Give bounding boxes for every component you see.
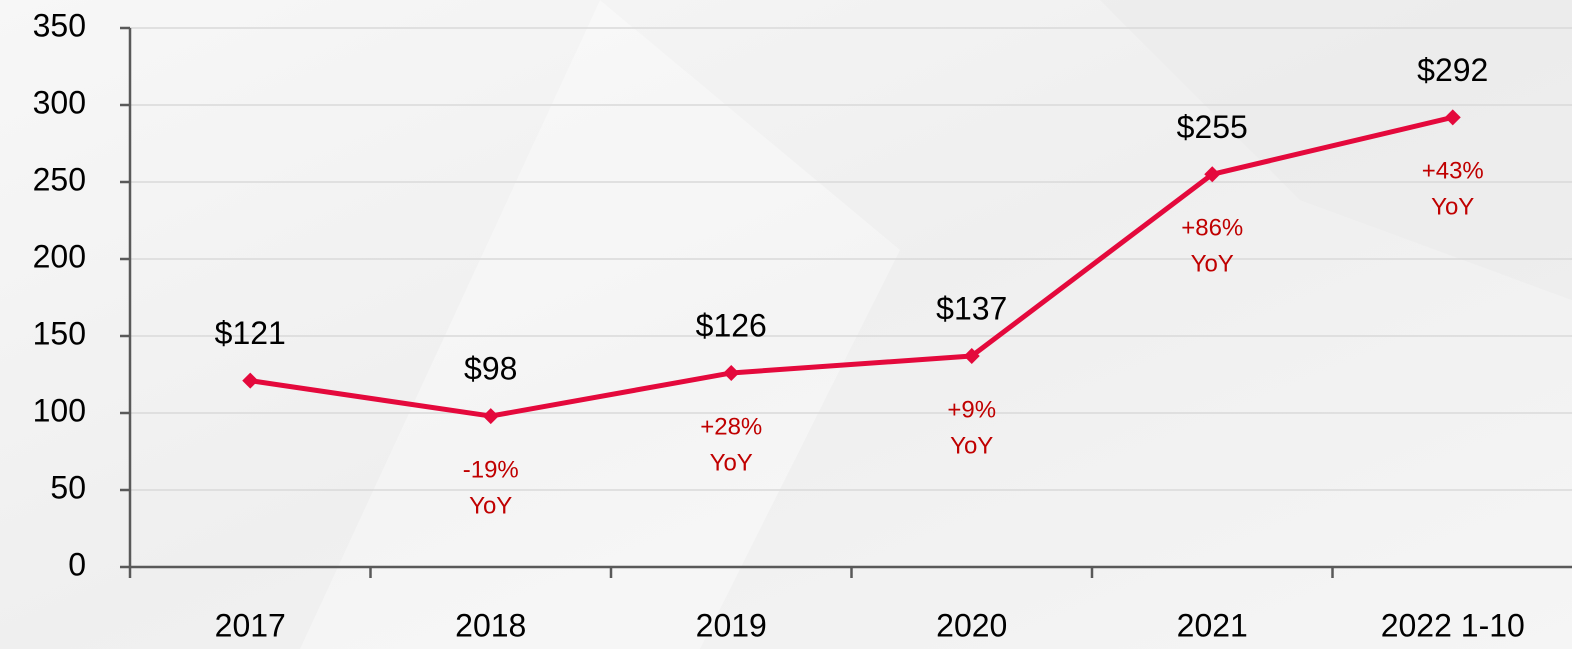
y-tick-label: 0 [68, 546, 86, 582]
y-tick-label: 250 [33, 161, 86, 197]
annotation: +28% [700, 413, 762, 440]
x-tick-label: 2022 1-10 [1381, 607, 1525, 643]
background-shape [1100, 0, 1572, 300]
y-tick-label: 50 [50, 469, 86, 505]
background-shape [300, 0, 900, 649]
x-tick-label: 2018 [455, 607, 526, 643]
data-label: $126 [696, 307, 767, 343]
annotation: +43% [1422, 158, 1484, 185]
annotation: YoY [950, 432, 993, 459]
x-tick-label: 2020 [936, 607, 1007, 643]
data-label: $255 [1177, 109, 1248, 145]
annotation: +9% [947, 396, 996, 423]
data-label: $98 [464, 351, 517, 387]
annotation: YoY [710, 449, 753, 476]
x-tick-label: 2017 [215, 607, 286, 643]
annotation: YoY [1431, 194, 1474, 221]
marker [242, 372, 259, 389]
data-label: $121 [215, 315, 286, 351]
marker [482, 408, 499, 425]
x-tick-label: 2021 [1177, 607, 1248, 643]
y-tick-label: 200 [33, 238, 86, 274]
data-label: $137 [936, 290, 1007, 326]
annotation: YoY [1191, 251, 1234, 278]
data-label: $292 [1417, 52, 1488, 88]
y-tick-label: 150 [33, 315, 86, 351]
line [249, 114, 1454, 419]
marker [1204, 166, 1221, 183]
marker [723, 364, 740, 381]
marker [963, 348, 980, 365]
y-tick-label: 100 [33, 392, 86, 428]
marker [1444, 109, 1461, 126]
annotation: YoY [469, 492, 512, 519]
y-tick-label: 350 [33, 7, 86, 43]
x-tick-label: 2019 [696, 607, 767, 643]
annotation: -19% [463, 456, 519, 483]
annotation: +86% [1181, 215, 1243, 242]
y-tick-label: 300 [33, 84, 86, 120]
